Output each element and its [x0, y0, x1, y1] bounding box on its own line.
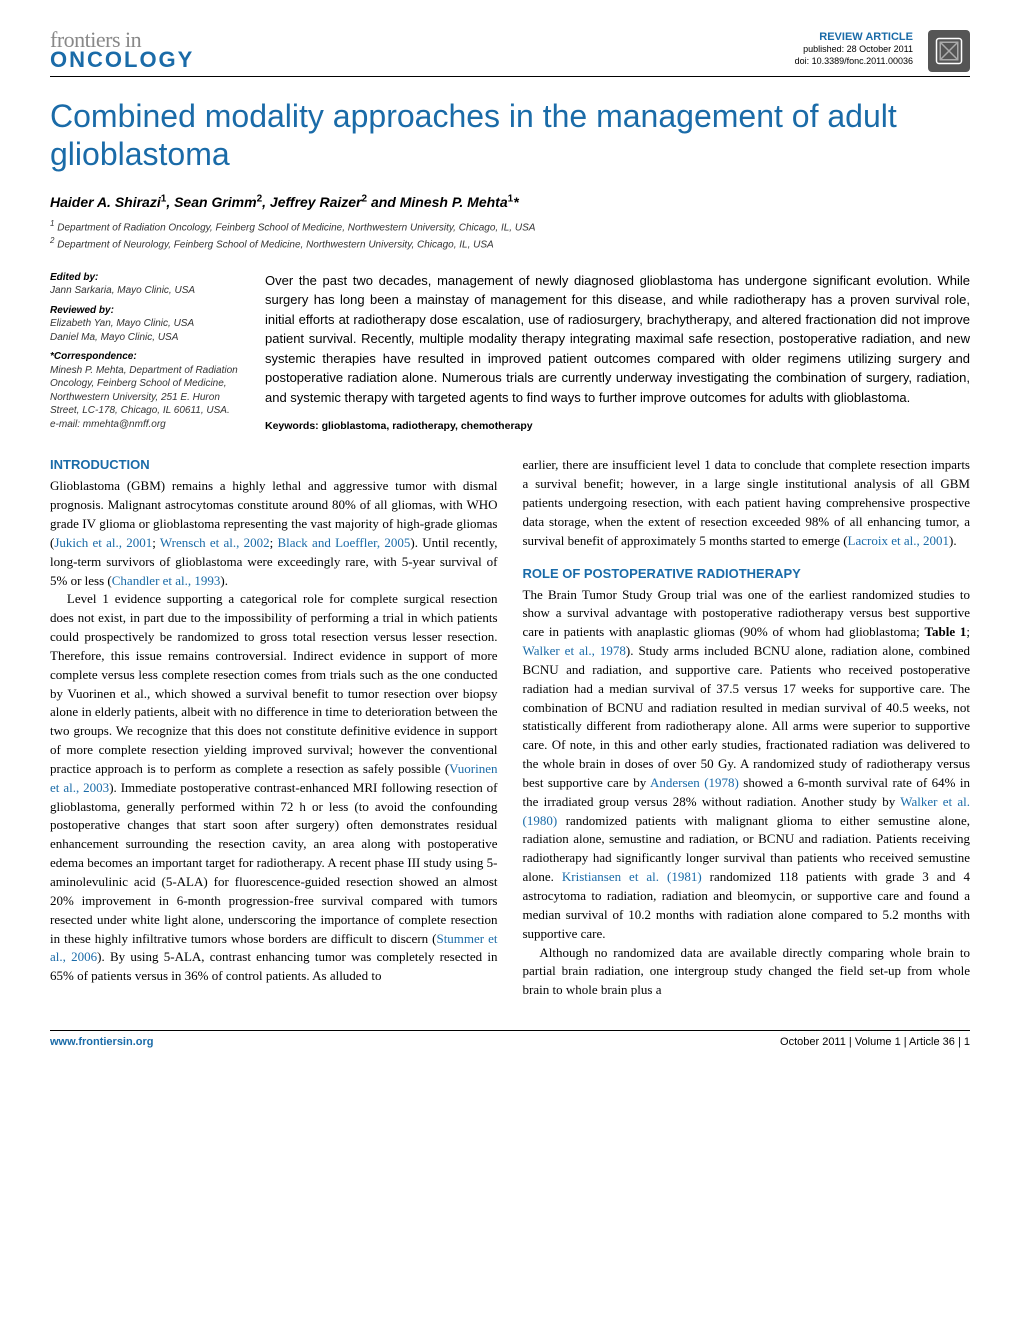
- article-title: Combined modality approaches in the mana…: [50, 97, 970, 174]
- logo-icon: [928, 30, 970, 72]
- footer-citation: October 2011 | Volume 1 | Article 36 | 1: [780, 1035, 970, 1051]
- ref-jukich-2001[interactable]: Jukich et al., 2001: [54, 535, 152, 550]
- rt-paragraph-1: The Brain Tumor Study Group trial was on…: [523, 586, 971, 944]
- ref-walker-1978[interactable]: Walker et al., 1978: [523, 643, 626, 658]
- column-left: INTRODUCTION Glioblastoma (GBM) remains …: [50, 456, 498, 1000]
- abstract-row: Edited by: Jann Sarkaria, Mayo Clinic, U…: [50, 271, 970, 435]
- correspondence-email: e-mail: mmehta@nmff.org: [50, 418, 240, 432]
- brand-bottom: ONCOLOGY: [50, 50, 194, 70]
- correspondence-label: *Correspondence:: [50, 350, 240, 364]
- page-footer: www.frontiersin.org October 2011 | Volum…: [50, 1030, 970, 1051]
- affiliation-2: Department of Neurology, Feinberg School…: [57, 240, 494, 251]
- edited-by-label: Edited by:: [50, 271, 240, 285]
- ref-lacroix-2001[interactable]: Lacroix et al., 2001: [848, 533, 949, 548]
- author-3: Jeffrey Raizer: [270, 194, 362, 210]
- ref-wrensch-2002[interactable]: Wrensch et al., 2002: [160, 535, 270, 550]
- authors: Haider A. Shirazi1, Sean Grimm2, Jeffrey…: [50, 192, 970, 212]
- footer-url[interactable]: www.frontiersin.org: [50, 1035, 154, 1051]
- body-columns: INTRODUCTION Glioblastoma (GBM) remains …: [50, 456, 970, 1000]
- rt-paragraph-2: Although no randomized data are availabl…: [523, 944, 971, 1001]
- reviewer-2: Daniel Ma, Mayo Clinic, USA: [50, 331, 240, 345]
- ref-andersen-1978[interactable]: Andersen (1978): [650, 775, 739, 790]
- intro-paragraph-1: Glioblastoma (GBM) remains a highly leth…: [50, 477, 498, 590]
- header-right: REVIEW ARTICLE published: 28 October 201…: [795, 30, 970, 72]
- author-1: Haider A. Shirazi: [50, 194, 161, 210]
- keywords: Keywords: glioblastoma, radiotherapy, ch…: [265, 419, 970, 434]
- ref-kristiansen-1981[interactable]: Kristiansen et al. (1981): [562, 869, 702, 884]
- edited-by: Jann Sarkaria, Mayo Clinic, USA: [50, 284, 240, 298]
- column-right: earlier, there are insufficient level 1 …: [523, 456, 971, 1000]
- doi: doi: 10.3389/fonc.2011.00036: [795, 56, 913, 68]
- table-1-ref: Table 1: [925, 624, 967, 639]
- journal-brand: frontiers in ONCOLOGY: [50, 30, 194, 70]
- correspondence: Minesh P. Mehta, Department of Radiation…: [50, 364, 240, 418]
- ref-chandler-1993[interactable]: Chandler et al., 1993: [112, 573, 221, 588]
- abstract-text: Over the past two decades, management of…: [265, 271, 970, 408]
- published-date: published: 28 October 2011: [795, 44, 913, 56]
- intro-paragraph-2: Level 1 evidence supporting a categorica…: [50, 590, 498, 986]
- author-4: Minesh P. Mehta: [400, 194, 508, 210]
- radiotherapy-heading: ROLE OF POSTOPERATIVE RADIOTHERAPY: [523, 565, 971, 584]
- introduction-heading: INTRODUCTION: [50, 456, 498, 475]
- reviewed-by-label: Reviewed by:: [50, 304, 240, 318]
- ref-black-2005[interactable]: Black and Loeffler, 2005: [277, 535, 410, 550]
- affiliations: 1 Department of Radiation Oncology, Fein…: [50, 218, 970, 253]
- article-meta: REVIEW ARTICLE published: 28 October 201…: [795, 30, 913, 68]
- editorial-sidebar: Edited by: Jann Sarkaria, Mayo Clinic, U…: [50, 271, 240, 435]
- page-header: frontiers in ONCOLOGY REVIEW ARTICLE pub…: [50, 30, 970, 77]
- intro-paragraph-2-cont: earlier, there are insufficient level 1 …: [523, 456, 971, 550]
- abstract-column: Over the past two decades, management of…: [265, 271, 970, 435]
- author-2: Sean Grimm: [174, 194, 256, 210]
- reviewer-1: Elizabeth Yan, Mayo Clinic, USA: [50, 317, 240, 331]
- affiliation-1: Department of Radiation Oncology, Feinbe…: [57, 222, 535, 233]
- article-type: REVIEW ARTICLE: [795, 30, 913, 44]
